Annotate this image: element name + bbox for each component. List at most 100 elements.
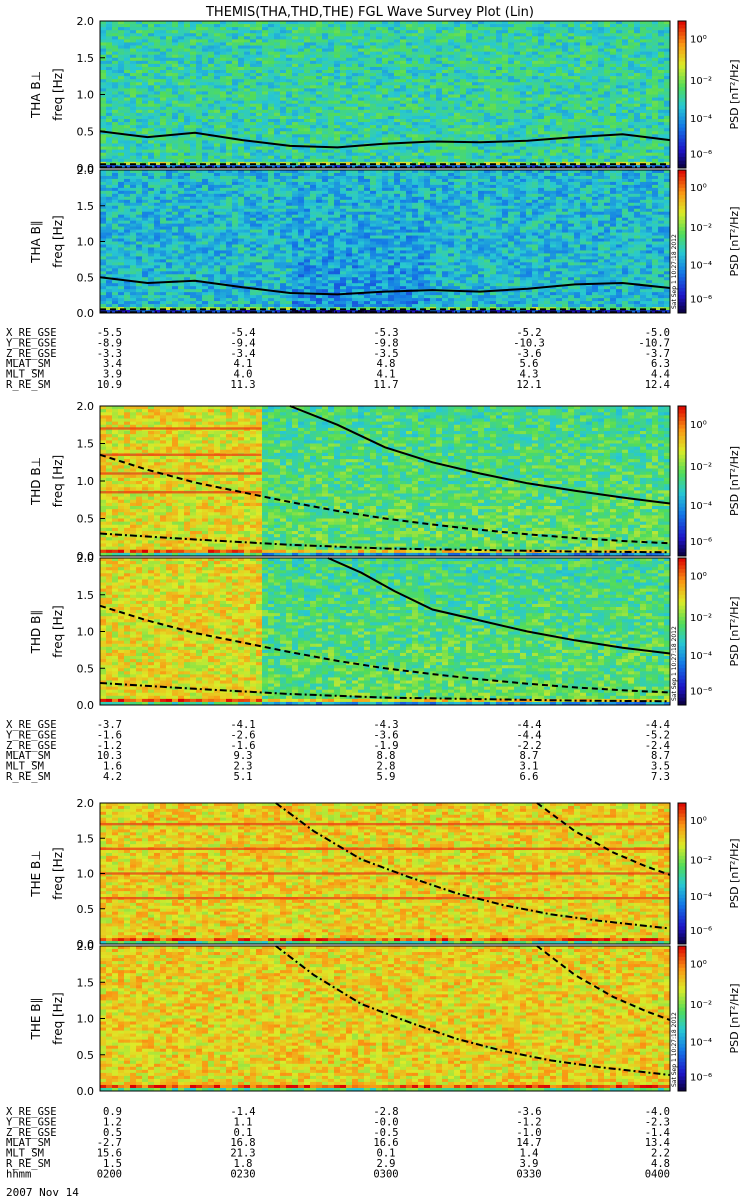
spectrogram-cell [568,113,574,116]
spectrogram-cell [658,27,664,30]
spectrogram-cell [340,104,346,107]
spectrogram-cell [490,116,496,119]
spectrogram-cell [604,70,610,73]
spectrogram-cell [166,49,172,52]
spectrogram-cell [394,33,400,36]
spectrogram-cell [184,70,190,73]
spectrogram-cell [568,104,574,107]
spectrogram-cell [502,58,508,61]
spectrogram-cell [502,46,508,49]
spectrogram-cell [352,82,358,85]
spectrogram-cell [196,173,202,176]
spectrogram-cell [658,104,664,107]
spectrogram-cell [196,128,202,131]
spectrogram-cell [358,64,364,67]
spectrogram-cell [382,156,388,159]
spectrogram-cell [424,101,430,104]
spectrogram-cell [358,128,364,131]
spectrogram-cell [454,76,460,79]
spectrogram-cell [352,70,358,73]
spectrogram-cell [274,147,280,150]
spectrogram-cell [580,128,586,131]
spectrogram-cell [142,110,148,113]
spectrogram-cell [196,170,202,173]
spectrogram-cell [640,104,646,107]
spectrogram-cell [154,39,160,42]
spectrogram-cell [280,88,286,91]
spectrogram-cell [334,79,340,82]
spectrogram-cell [298,101,304,104]
spectrogram-cell [262,33,268,36]
spectrogram-cell [520,39,526,42]
spectrogram-cell [202,107,208,110]
spectrogram-cell [262,42,268,45]
spectrogram-cell [154,113,160,116]
spectrogram-cell [466,110,472,113]
spectrogram-cell [352,73,358,76]
spectrogram-cell [610,170,616,173]
spectrogram-cell [310,46,316,49]
spectrogram-cell [250,147,256,150]
spectrogram-cell [202,49,208,52]
spectrogram-cell [340,21,346,24]
spectrogram-cell [136,137,142,140]
spectrogram-cell [550,85,556,88]
spectrogram-cell [292,85,298,88]
spectrogram-cell [646,70,652,73]
spectrogram-cell [598,173,604,176]
spectrogram-cell [550,64,556,67]
colorbar-segment [678,102,686,106]
spectrogram-cell [148,107,154,110]
spectrogram-cell [568,119,574,122]
spectrogram-cell [124,125,130,128]
spectrogram-cell [154,58,160,61]
spectrogram-cell [268,91,274,94]
spectrogram-cell [286,46,292,49]
spectrogram-cell [166,52,172,55]
spectrogram-cell [466,82,472,85]
spectrogram-cell [574,36,580,39]
spectrogram-cell [400,64,406,67]
spectrogram-cell [256,88,262,91]
spectrogram-cell [460,82,466,85]
spectrogram-cell [106,173,112,176]
spectrogram-cell [556,119,562,122]
spectrogram-cell [256,76,262,79]
spectrogram-cell [316,73,322,76]
spectrogram-cell [352,119,358,122]
spectrogram-cell [376,153,382,156]
spectrogram-cell [430,153,436,156]
spectrogram-cell [526,39,532,42]
spectrogram-cell [298,52,304,55]
spectrogram-cell [310,61,316,64]
spectrogram-cell [334,36,340,39]
spectrogram-cell [100,116,106,119]
spectrogram-cell [112,128,118,131]
spectrogram-cell [340,179,346,182]
colorbar-segment [678,131,686,135]
spectrogram-cell [460,153,466,156]
spectrogram-cell [430,61,436,64]
spectrogram-cell [238,125,244,128]
spectrogram-cell [490,21,496,24]
spectrogram-cell [208,36,214,39]
spectrogram-cell [106,21,112,24]
spectrogram-cell [538,125,544,128]
spectrogram-cell [250,21,256,24]
spectrogram-cell [490,150,496,153]
spectrogram-cell [634,150,640,153]
spectrogram-cell [406,61,412,64]
spectrogram-cell [394,42,400,45]
spectrogram-cell [448,176,454,179]
spectrogram-cell [202,101,208,104]
spectrogram-cell [442,125,448,128]
spectrogram-cell [244,173,250,176]
spectrogram-cell [460,39,466,42]
spectrogram-cell [574,107,580,110]
spectrogram-cell [274,85,280,88]
spectrogram-cell [292,30,298,33]
spectrogram-cell [322,82,328,85]
spectrogram-cell [166,128,172,131]
spectrogram-cell [310,101,316,104]
spectrogram-cell [412,116,418,119]
